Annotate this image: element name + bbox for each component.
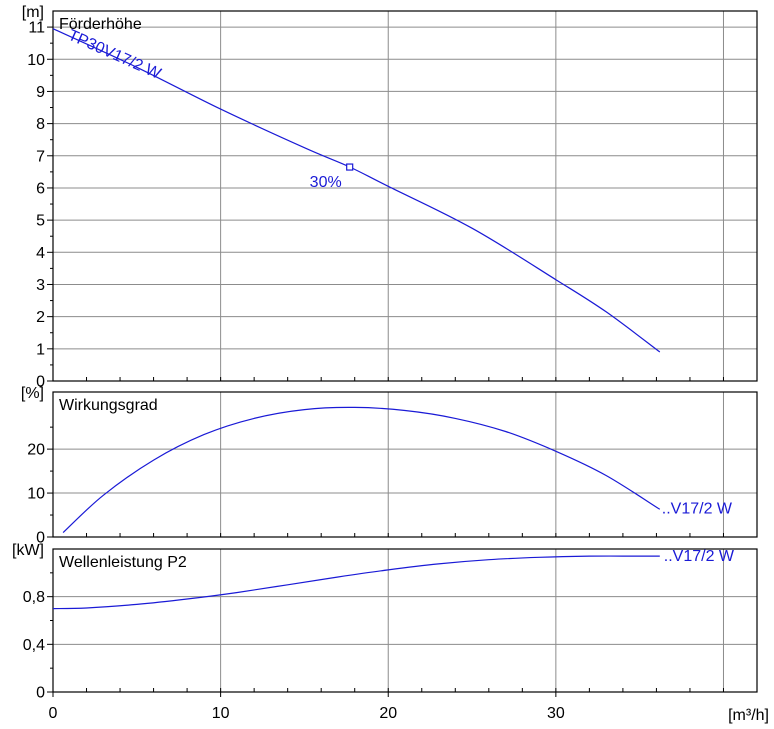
y-tick-label: 10: [27, 486, 45, 503]
y-tick-label: 10: [27, 52, 45, 69]
panel-title: Förderhöhe: [59, 16, 142, 33]
plot-frame: [52, 10, 758, 382]
y-tick-label: 11: [28, 20, 45, 37]
x-axis-unit: [m³/h]: [728, 707, 769, 724]
y-tick-label: 1: [36, 341, 45, 358]
y-tick-label: 0: [36, 530, 45, 547]
y-axis-unit: [%]: [21, 385, 44, 402]
y-tick-label: 20: [27, 442, 45, 459]
y-tick-label: 3: [36, 277, 45, 294]
y-tick-label: 4: [36, 245, 45, 262]
curve-label: ..V17/2 W: [664, 548, 735, 565]
y-tick-label: 9: [36, 84, 45, 101]
operating-point-label: 30%: [310, 174, 342, 191]
x-tick-label: 30: [547, 705, 565, 722]
y-tick-label: 0: [36, 374, 45, 391]
panel-title: Wirkungsgrad: [59, 397, 158, 414]
x-tick-label: 0: [49, 705, 58, 722]
series-line: [52, 28, 661, 353]
y-tick-label: 0: [36, 685, 45, 702]
y-tick-label: 0,4: [23, 637, 45, 654]
y-axis-unit: [m]: [22, 4, 44, 21]
operating-point-marker: [346, 163, 354, 171]
x-tick-label: 10: [212, 705, 230, 722]
series-line: [52, 555, 660, 610]
y-axis-unit: [kW]: [12, 542, 44, 559]
y-tick-label: 0,8: [23, 589, 45, 606]
y-tick-label: 2: [36, 309, 45, 326]
panel-title: Wellenleistung P2: [59, 554, 187, 571]
x-tick-label: 20: [379, 705, 397, 722]
curve-label: ..V17/2 W: [662, 500, 733, 517]
y-tick-label: 7: [36, 148, 45, 165]
series-line: [62, 406, 661, 534]
y-tick-label: 5: [36, 213, 45, 230]
plot-frame: [52, 391, 758, 538]
y-tick-label: 6: [36, 180, 45, 197]
y-tick-label: 8: [36, 116, 45, 133]
